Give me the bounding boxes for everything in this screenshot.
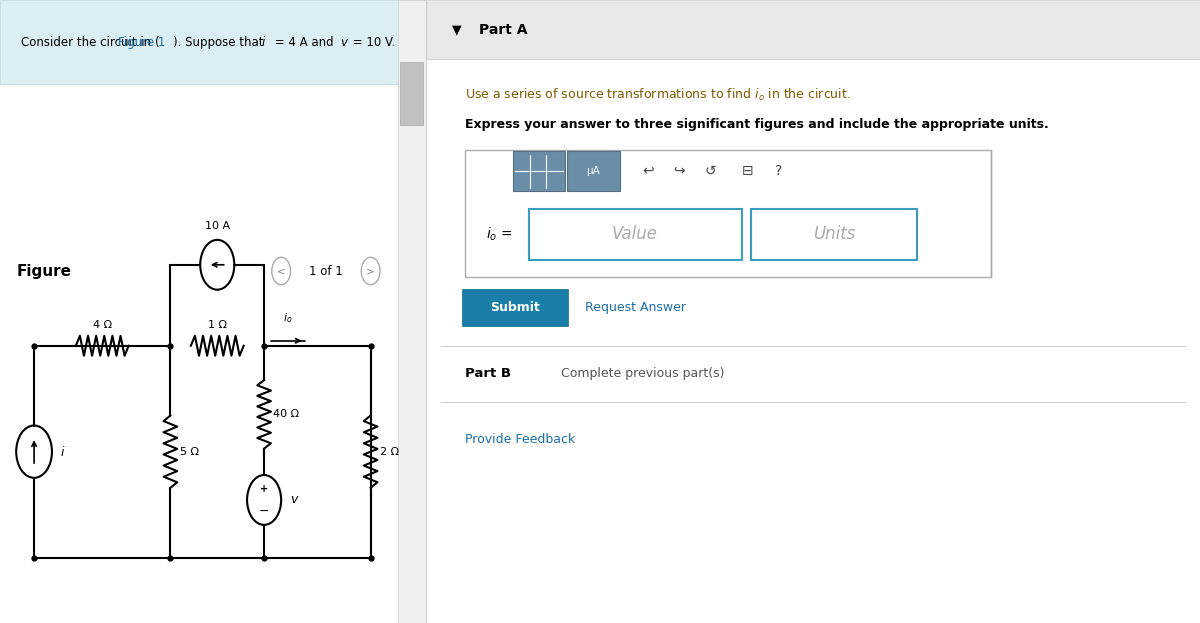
Text: $i_o$ =: $i_o$ = [486,226,514,243]
FancyBboxPatch shape [462,289,569,326]
Bar [398,0,426,623]
FancyBboxPatch shape [0,0,426,84]
FancyBboxPatch shape [464,150,991,277]
Text: ⊟: ⊟ [742,164,754,178]
Text: Consider the circuit in (: Consider the circuit in ( [22,36,160,49]
Text: Use a series of source transformations to find $i_o$ in the circuit.: Use a series of source transformations t… [464,87,851,103]
FancyBboxPatch shape [751,209,918,260]
Text: Submit: Submit [490,302,540,314]
Text: 40 Ω: 40 Ω [274,409,300,419]
Text: $i$: $i$ [260,36,266,49]
Text: Part B: Part B [464,368,511,380]
Text: ▼: ▼ [451,24,461,36]
Text: Figure 1: Figure 1 [119,36,166,49]
Text: ↪: ↪ [673,164,685,178]
Text: >: > [366,266,374,276]
Text: $i$: $i$ [60,445,66,459]
Text: μA: μA [587,166,600,176]
Text: 4 Ω: 4 Ω [92,320,112,330]
Bar [400,62,424,125]
Text: 1 Ω: 1 Ω [208,320,227,330]
Text: 10 A: 10 A [205,221,230,231]
Text: Value: Value [612,226,658,243]
Text: ↺: ↺ [706,164,716,178]
FancyBboxPatch shape [426,0,1200,59]
Text: 5 Ω: 5 Ω [180,447,199,457]
FancyBboxPatch shape [512,151,565,191]
Text: 2 Ω: 2 Ω [380,447,400,457]
Text: ?: ? [774,164,781,178]
FancyBboxPatch shape [529,209,742,260]
Text: 1 of 1: 1 of 1 [310,265,343,277]
Text: ↩: ↩ [642,164,654,178]
Text: = 4 A and: = 4 A and [270,36,337,49]
Text: Part A: Part A [479,23,527,37]
Text: $v$: $v$ [289,493,299,506]
Text: Figure: Figure [17,264,72,278]
Text: +: + [260,483,268,494]
Text: = 10 V.: = 10 V. [349,36,396,49]
Text: Request Answer: Request Answer [584,302,685,314]
Text: Express your answer to three significant figures and include the appropriate uni: Express your answer to three significant… [464,118,1049,131]
Text: Provide Feedback: Provide Feedback [464,433,575,445]
Text: $v$: $v$ [340,36,349,49]
Text: −: − [259,505,269,518]
Text: <: < [277,266,286,276]
Text: Complete previous part(s): Complete previous part(s) [562,368,725,380]
FancyBboxPatch shape [566,151,619,191]
Text: $i_o$: $i_o$ [283,312,293,325]
Text: ). Suppose that: ). Suppose that [173,36,268,49]
Text: Units: Units [812,226,856,243]
